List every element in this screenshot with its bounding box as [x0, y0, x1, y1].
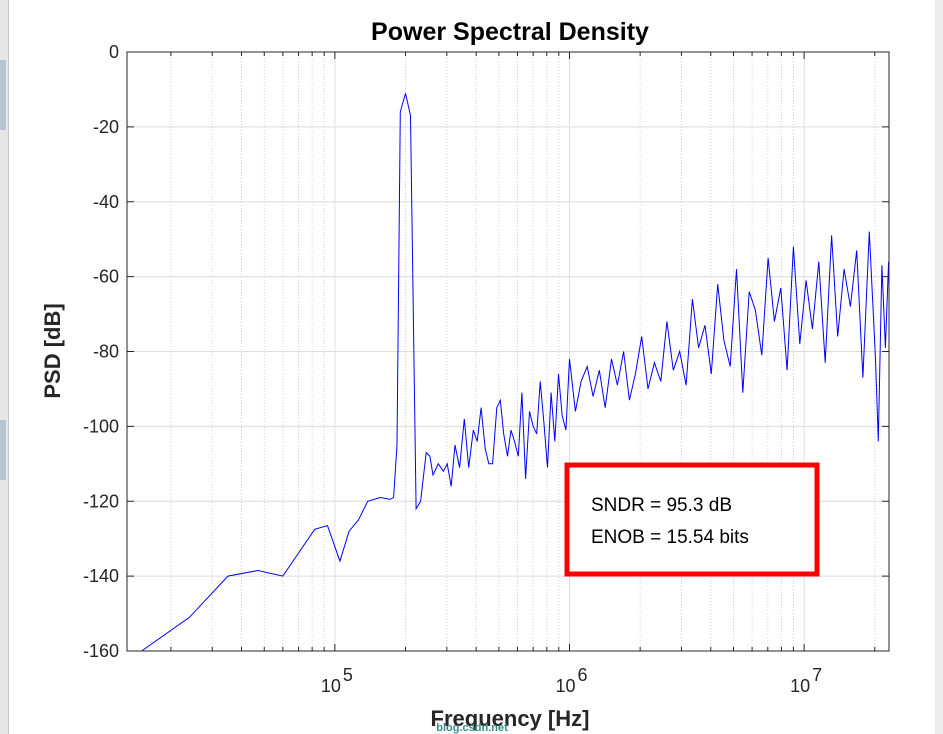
- window-left-edge: [0, 0, 8, 734]
- y-tick-label: -160: [83, 641, 119, 661]
- minor-grid: [170, 52, 876, 651]
- annotation-enob: ENOB = 15.54 bits: [591, 527, 749, 548]
- edge-notch: [0, 60, 6, 130]
- y-tick-label: -120: [83, 491, 119, 511]
- y-axis-title: PSD [dB]: [40, 303, 65, 398]
- plot-box: [126, 51, 890, 652]
- chart-title: Power Spectral Density: [371, 18, 649, 46]
- x-tick-exponent: 5: [343, 665, 353, 685]
- y-tick-label: -80: [93, 342, 119, 362]
- x-axis-title: Frequency [Hz]: [431, 706, 590, 731]
- y-tick-labels: 0 -20 -40 -60 -80 -100 -120 -140 -160: [83, 42, 119, 661]
- x-tick-label: 10: [321, 676, 341, 696]
- x-tick-label: 10: [790, 676, 810, 696]
- x-tick-exponent: 6: [578, 665, 588, 685]
- x-tick-label: 10: [555, 676, 575, 696]
- y-tick-label: -60: [93, 267, 119, 287]
- y-tick-label: -40: [93, 192, 119, 212]
- watermark-text: blog.csdn.net: [436, 722, 508, 734]
- x-tick-marks: [170, 52, 876, 651]
- annotation-sndr: SNDR = 95.3 dB: [591, 495, 732, 516]
- psd-series-line: [141, 93, 890, 652]
- window-right-edge: [935, 0, 943, 734]
- edge-notch: [0, 420, 6, 480]
- y-tick-label: -140: [83, 566, 119, 586]
- x-tick-exponent: 7: [812, 665, 822, 685]
- y-tick-label: -100: [83, 416, 119, 436]
- y-tick-label: -20: [93, 117, 119, 137]
- annotation-box: [564, 462, 820, 577]
- y-tick-label: 0: [109, 42, 119, 62]
